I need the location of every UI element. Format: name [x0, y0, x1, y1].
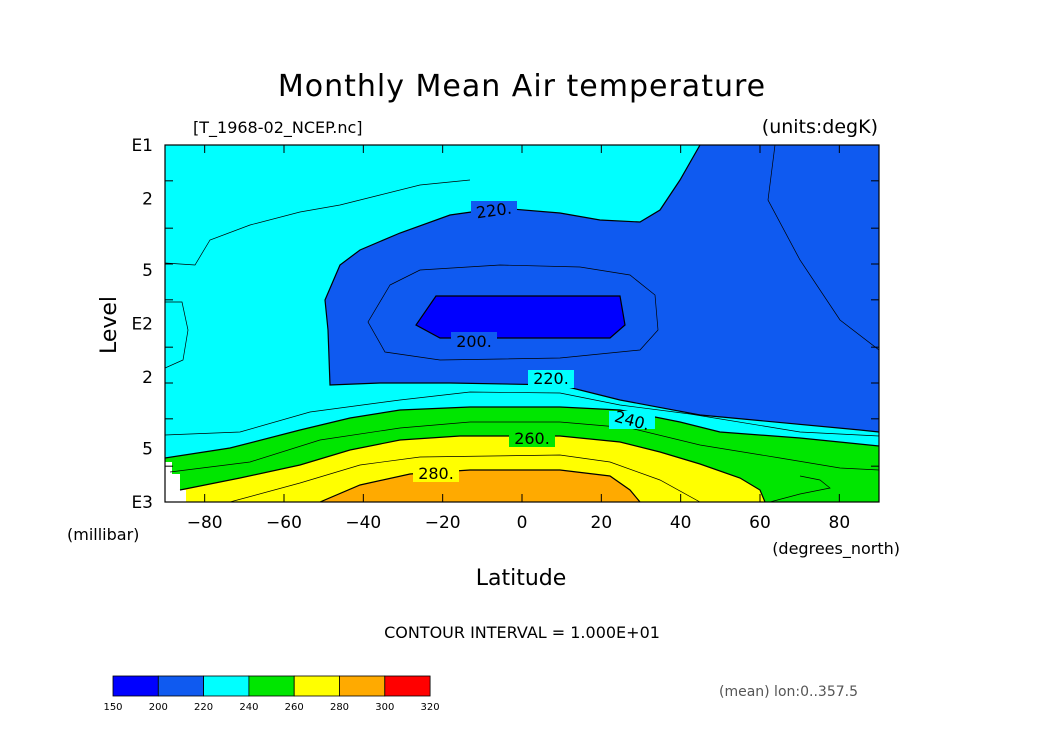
color-key-label: 240	[239, 702, 258, 713]
color-key-swatch	[384, 675, 431, 697]
chart-title: Monthly Mean Air temperature	[278, 69, 766, 104]
x-axis-units: (degrees_north)	[772, 539, 900, 559]
contour-label: 220.	[475, 199, 513, 223]
x-tick-label: 20	[591, 513, 613, 533]
y-axis-title: Level	[97, 296, 122, 354]
x-tick-label: −60	[266, 513, 302, 533]
contour-190	[767, 145, 879, 351]
x-tick-label: −40	[345, 513, 381, 533]
y-tick-label: 2	[142, 190, 153, 210]
contour-240	[165, 406, 879, 459]
contour-lines	[165, 145, 879, 502]
y-axis-units: (millibar)	[67, 525, 139, 544]
y-tick-label: 2	[142, 368, 153, 388]
y-tick-label: 5	[142, 439, 153, 459]
contour-220	[324, 145, 879, 433]
x-tick-label: 40	[670, 513, 692, 533]
x-tick-label: 80	[829, 513, 851, 533]
band-280-300	[320, 470, 640, 502]
y-tick-label: E1	[131, 136, 153, 156]
color-key: 150 200 220 240 260 280 300 320	[103, 675, 440, 713]
color-key-swatch	[112, 675, 159, 697]
contour-210	[367, 264, 659, 361]
contour-fill-layer	[165, 145, 879, 502]
x-axis-title: Latitude	[476, 566, 567, 591]
color-key-label: 320	[421, 702, 440, 713]
contour-200	[415, 295, 626, 339]
x-tick-label: 60	[749, 513, 771, 533]
contour-280	[319, 469, 641, 502]
color-key-swatch	[248, 675, 295, 697]
x-axis: −80 −60 −40 −20 0 20 40 60 80	[187, 145, 850, 533]
contour-interval-text: CONTOUR INTERVAL = 1.000E+01	[384, 623, 660, 642]
contour-230-left-low	[165, 301, 189, 369]
y-axis: E1 2 5 E2 2 5 E3	[131, 136, 879, 513]
contour-250	[169, 421, 879, 473]
contour-label: 220.	[533, 369, 569, 388]
contour-260	[179, 435, 766, 502]
units-label: (units:degK)	[762, 116, 878, 138]
contour-label: 260.	[514, 429, 550, 448]
x-tick-label: −20	[425, 513, 461, 533]
color-key-label: 260	[285, 702, 304, 713]
color-key-swatch	[293, 675, 340, 697]
y-tick-label: 5	[142, 261, 153, 281]
y-tick-label: E3	[131, 493, 153, 513]
color-key-label: 150	[103, 702, 122, 713]
contour-250-right	[769, 475, 831, 502]
contour-230-bottom	[165, 391, 879, 437]
color-key-swatch	[339, 675, 386, 697]
contour-label: 280.	[418, 464, 454, 483]
color-key-swatch	[157, 675, 205, 697]
y-tick-label: E2	[131, 315, 153, 335]
color-key-label: 220	[194, 702, 213, 713]
contour-label-layer: 220. 200. 220. 240. 260. 280.	[413, 199, 655, 483]
contour-230-left	[165, 179, 471, 266]
color-key-label: 200	[149, 702, 168, 713]
color-key-swatch	[203, 675, 250, 697]
x-tick-label: −80	[187, 513, 223, 533]
band-200-220	[325, 145, 879, 432]
contour-270	[229, 454, 701, 502]
file-label: [T_1968-02_NCEP.nc]	[193, 118, 363, 138]
footnote: (mean) lon:0..357.5	[719, 684, 858, 700]
band-150-200	[416, 296, 625, 338]
color-key-label: 300	[375, 702, 394, 713]
contour-label: 200.	[456, 332, 492, 351]
x-tick-label: 0	[517, 513, 528, 533]
color-key-label: 280	[330, 702, 349, 713]
